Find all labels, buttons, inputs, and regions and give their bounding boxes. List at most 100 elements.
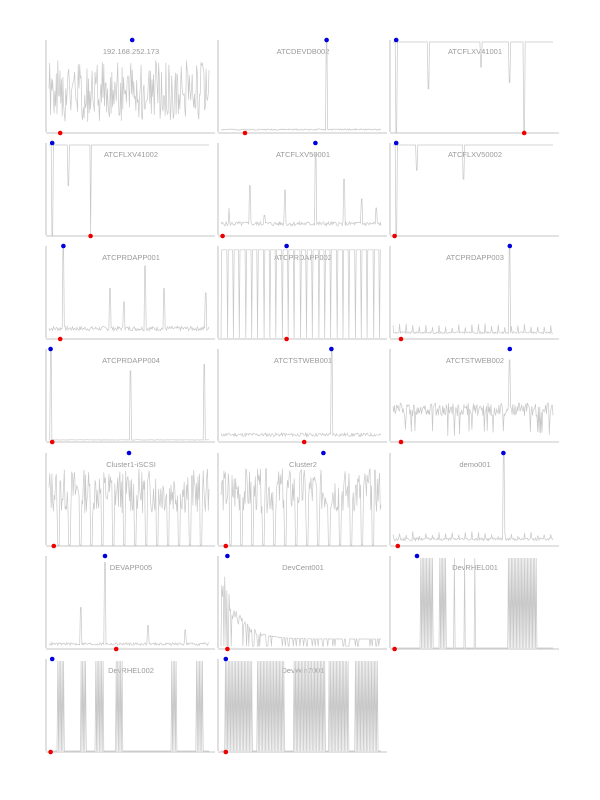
min-marker xyxy=(57,336,63,342)
chart-title: ATCFLXV41002 xyxy=(104,150,158,159)
chart-panel: DevRHEL002 xyxy=(45,653,217,757)
series-line xyxy=(220,41,382,131)
series-line xyxy=(220,249,381,339)
series-line xyxy=(48,247,210,333)
min-marker xyxy=(395,543,401,549)
min-marker xyxy=(392,646,397,652)
chart-svg: ATCPRDAPP004 xyxy=(45,346,215,445)
chart-title: 192.168.252.173 xyxy=(103,47,159,56)
chart-panel: Cluster2 xyxy=(217,447,389,551)
chart-title: ATCTSTWEB001 xyxy=(274,356,332,365)
chart-svg: DevWin7001 xyxy=(217,656,387,755)
chart-panel: ATCDEVDB002 xyxy=(217,34,389,138)
chart-svg: ATCPRDAPP002 xyxy=(217,243,387,342)
max-marker xyxy=(507,346,513,352)
max-marker xyxy=(284,243,289,249)
chart-title: DEVAPP005 xyxy=(110,563,152,572)
chart-title: Cluster2 xyxy=(289,460,317,469)
series-line xyxy=(49,660,209,752)
chart-panel: ATCTSTWEB001 xyxy=(217,343,389,447)
chart-title: ATCPRDAPP001 xyxy=(102,253,160,262)
series-line xyxy=(392,247,554,335)
chart-panel: DEVAPP005 xyxy=(45,550,217,654)
chart-svg: ATCFLXV50002 xyxy=(389,140,559,239)
min-marker xyxy=(284,336,289,342)
min-marker xyxy=(398,439,404,445)
max-marker xyxy=(225,553,230,559)
max-marker xyxy=(129,37,135,43)
max-marker xyxy=(126,450,132,456)
max-marker xyxy=(329,346,334,352)
chart-svg: ATCFLXV41001 xyxy=(389,37,559,136)
chart-title: DevCent001 xyxy=(282,563,324,572)
series-line xyxy=(393,144,553,236)
series-line xyxy=(393,557,553,649)
max-marker xyxy=(313,140,318,146)
chart-panel: ATCTSTWEB002 xyxy=(389,343,561,447)
min-marker xyxy=(57,130,63,136)
chart-svg: Cluster1-iSCSI xyxy=(45,450,215,549)
min-marker xyxy=(301,439,307,445)
chart-panel: ATCFLXV41002 xyxy=(45,137,217,241)
chart-title: ATCPRDAPP002 xyxy=(274,253,332,262)
chart-panel: ATCPRDAPP003 xyxy=(389,240,561,344)
chart-title: ATCDEVDB002 xyxy=(277,47,330,56)
chart-svg: DEVAPP005 xyxy=(45,553,215,652)
chart-svg: ATCPRDAPP001 xyxy=(45,243,215,342)
chart-panel: DevCent001 xyxy=(217,550,389,654)
max-marker xyxy=(393,140,399,146)
max-marker xyxy=(61,243,66,249)
series-line xyxy=(221,660,381,752)
chart-svg: demo001 xyxy=(389,450,559,549)
chart-svg: Cluster2 xyxy=(217,450,387,549)
min-marker xyxy=(223,543,229,549)
series-line xyxy=(48,468,210,546)
max-marker xyxy=(48,346,53,352)
min-marker xyxy=(521,130,527,136)
max-marker xyxy=(102,553,108,559)
chart-title: ATCFLXV50001 xyxy=(276,150,330,159)
chart-svg: ATCTSTWEB002 xyxy=(389,346,559,445)
series-line xyxy=(48,562,210,647)
chart-svg: ATCPRDAPP003 xyxy=(389,243,559,342)
chart-title: Cluster1-iSCSI xyxy=(106,460,156,469)
max-marker xyxy=(501,450,506,456)
series-line xyxy=(48,350,210,441)
min-marker xyxy=(48,749,53,755)
series-line xyxy=(220,350,382,438)
max-marker xyxy=(507,243,513,249)
chart-panel: demo001 xyxy=(389,447,561,551)
min-marker xyxy=(49,439,55,445)
series-line xyxy=(220,467,382,546)
min-marker xyxy=(220,233,225,239)
chart-title: DevRHEL002 xyxy=(108,666,154,675)
chart-panel: ATCPRDAPP002 xyxy=(217,240,389,344)
chart-title: ATCFLXV41001 xyxy=(448,47,502,56)
max-marker xyxy=(49,140,55,146)
series-line xyxy=(48,60,210,122)
max-marker xyxy=(324,37,329,43)
chart-panel: ATCFLXV50001 xyxy=(217,137,389,241)
chart-panel: ATCPRDAPP001 xyxy=(45,240,217,344)
min-marker xyxy=(392,233,397,239)
chart-svg: DevRHEL002 xyxy=(45,656,215,755)
chart-title: ATCPRDAPP004 xyxy=(102,356,160,365)
series-line xyxy=(220,153,382,228)
chart-svg: ATCFLXV41002 xyxy=(45,140,215,239)
chart-panel: Cluster1-iSCSI xyxy=(45,447,217,551)
series-line xyxy=(393,41,553,133)
chart-svg: 192.168.252.173 xyxy=(45,37,215,136)
chart-title: ATCTSTWEB002 xyxy=(446,356,504,365)
min-marker xyxy=(88,233,93,239)
chart-panel: DevWin7001 xyxy=(217,653,389,757)
series-line xyxy=(220,576,381,647)
min-marker xyxy=(225,646,230,652)
chart-svg: DevCent001 xyxy=(217,553,387,652)
min-marker xyxy=(398,336,404,342)
min-marker xyxy=(223,749,229,755)
series-line xyxy=(392,359,554,436)
chart-svg: ATCDEVDB002 xyxy=(217,37,387,136)
min-marker xyxy=(51,543,57,549)
max-marker xyxy=(393,37,399,43)
